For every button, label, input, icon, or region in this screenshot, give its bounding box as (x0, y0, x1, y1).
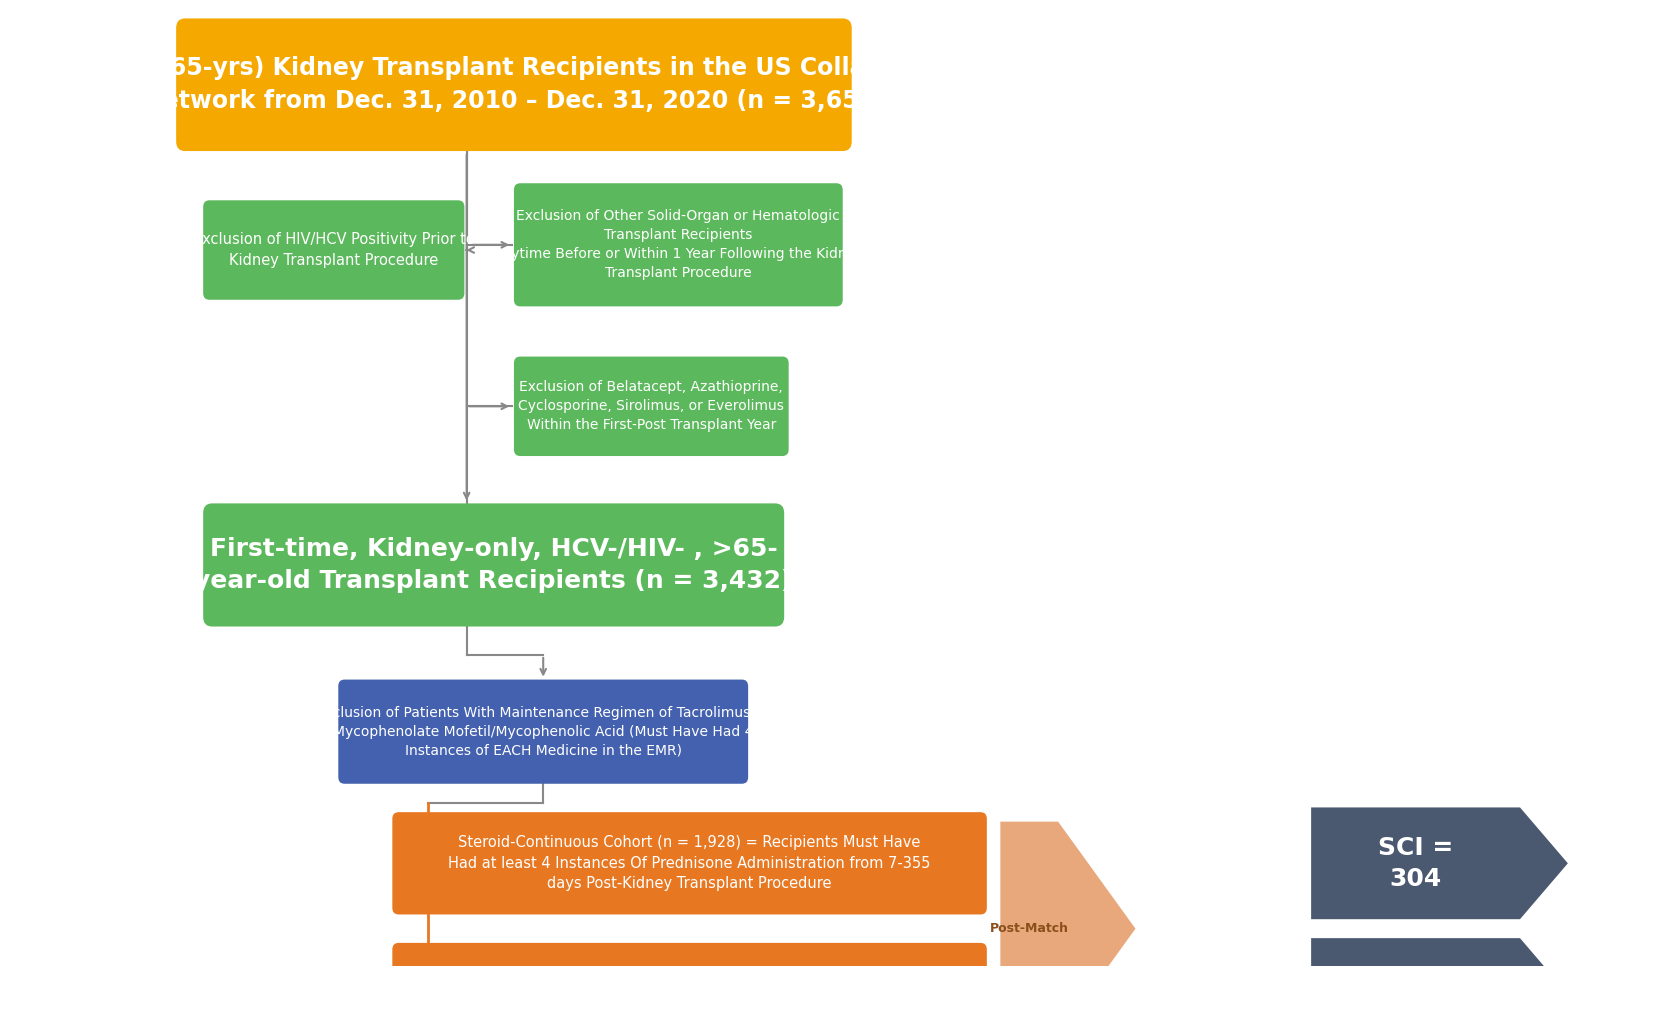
Text: ESW =
304: ESW = 304 (1369, 966, 1461, 1018)
Text: Post-Match: Post-Match (990, 922, 1069, 936)
FancyBboxPatch shape (177, 18, 851, 151)
Text: Early-Steroid Withdraw Cohort (n = 333) = Recipients Must Have
Not Had Any Insta: Early-Steroid Withdraw Cohort (n = 333) … (451, 966, 927, 1018)
FancyBboxPatch shape (514, 183, 843, 306)
Text: Inclusion of Patients With Maintenance Regimen of Tacrolimus +
Mycophenolate Mof: Inclusion of Patients With Maintenance R… (321, 705, 767, 757)
FancyBboxPatch shape (339, 680, 749, 784)
FancyBboxPatch shape (514, 356, 788, 456)
Text: Older (≥ 65-yrs) Kidney Transplant Recipients in the US Collaborative
Network fr: Older (≥ 65-yrs) Kidney Transplant Recip… (51, 56, 977, 113)
FancyBboxPatch shape (392, 943, 987, 1018)
FancyBboxPatch shape (203, 201, 464, 299)
Polygon shape (1311, 807, 1567, 919)
Text: Exclusion of Belatacept, Azathioprine,
Cyclosporine, Sirolimus, or Everolimus
Wi: Exclusion of Belatacept, Azathioprine, C… (519, 381, 784, 433)
Polygon shape (1311, 939, 1567, 1018)
Polygon shape (1000, 822, 1136, 1018)
Text: SCI =
304: SCI = 304 (1379, 836, 1453, 891)
FancyBboxPatch shape (203, 503, 784, 626)
Text: Exclusion of Other Solid-Organ or Hematologic
Transplant Recipients
Anytime Befo: Exclusion of Other Solid-Organ or Hemato… (493, 210, 863, 280)
Text: Exclusion of HIV/HCV Positivity Prior to
Kidney Transplant Procedure: Exclusion of HIV/HCV Positivity Prior to… (193, 232, 474, 268)
FancyBboxPatch shape (392, 812, 987, 914)
Text: First-time, Kidney-only, HCV-/HIV- , >65-
year-old Transplant Recipients (n = 3,: First-time, Kidney-only, HCV-/HIV- , >65… (195, 536, 793, 593)
Text: Steroid-Continuous Cohort (n = 1,928) = Recipients Must Have
Had at least 4 Inst: Steroid-Continuous Cohort (n = 1,928) = … (448, 836, 931, 891)
